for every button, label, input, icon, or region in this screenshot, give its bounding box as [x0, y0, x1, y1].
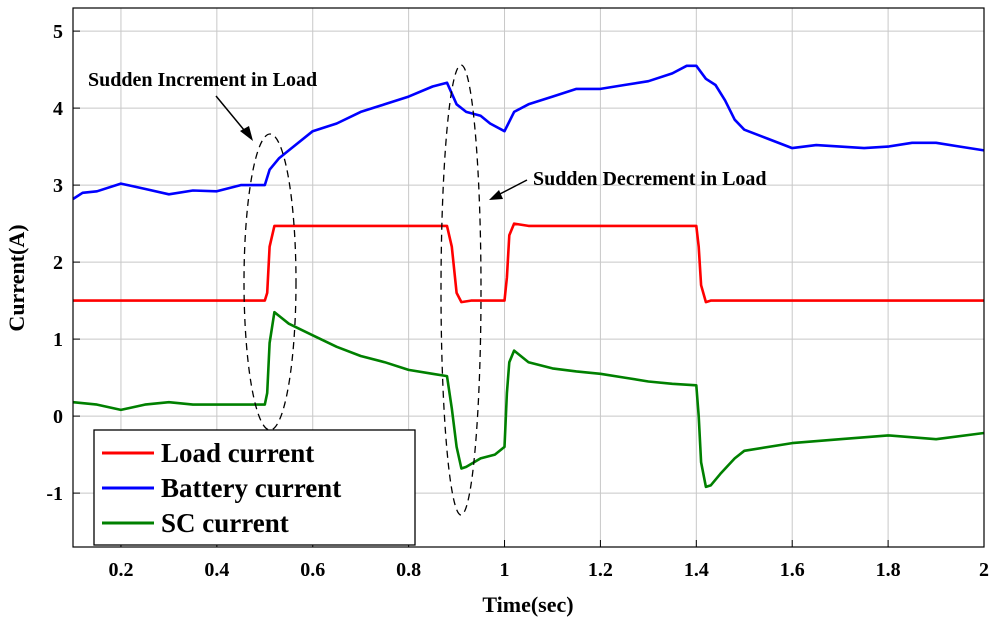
decrement-arrowhead — [489, 190, 503, 200]
annotations: Sudden Increment in Load Sudden Decremen… — [88, 64, 767, 516]
x-tick-label: 1.6 — [780, 559, 805, 581]
legend-label-battery: Battery current — [161, 473, 341, 503]
sc-current-line — [72, 310, 985, 489]
legend-label-load: Load current — [161, 438, 314, 468]
x-tick-label: 1.8 — [876, 559, 901, 581]
series-group — [72, 64, 985, 489]
y-tick-label: 2 — [53, 252, 63, 274]
y-tick-label: 4 — [53, 98, 63, 120]
y-axis-label: Current(A) — [4, 224, 29, 331]
x-axis-ticks: 0.2 0.4 0.6 0.8 1 1.2 1.4 1.6 1.8 2 — [108, 540, 989, 581]
x-tick-label: 0.2 — [108, 559, 133, 581]
y-tick-label: 5 — [53, 21, 63, 43]
x-axis-label: Time(sec) — [482, 592, 573, 617]
x-tick-label: 2 — [979, 559, 989, 581]
x-tick-label: 1 — [500, 559, 510, 581]
increment-ellipse — [243, 133, 297, 431]
y-tick-label: -1 — [46, 483, 63, 505]
plot-frame — [72, 7, 985, 548]
battery-current-line — [72, 64, 985, 201]
annotation-decrement: Sudden Decrement in Load — [533, 168, 767, 190]
annotation-increment: Sudden Increment in Load — [88, 69, 317, 91]
x-tick-label: 1.4 — [684, 559, 709, 581]
increment-arrowhead — [240, 126, 253, 141]
legend-label-sc: SC current — [161, 508, 289, 538]
x-tick-label: 0.6 — [300, 559, 325, 581]
x-tick-label: 0.8 — [396, 559, 421, 581]
x-tick-label: 1.2 — [588, 559, 613, 581]
x-tick-label: 0.4 — [204, 559, 229, 581]
y-tick-label: 1 — [53, 329, 63, 351]
legend: Load current Battery current SC current — [93, 429, 416, 546]
load-current-line — [73, 222, 984, 304]
y-tick-label: 3 — [53, 175, 63, 197]
y-axis-ticks: -1 0 1 2 3 4 5 — [46, 21, 80, 505]
decrement-arrow — [495, 179, 528, 197]
decrement-ellipse — [440, 64, 482, 516]
y-tick-label: 0 — [53, 406, 63, 428]
